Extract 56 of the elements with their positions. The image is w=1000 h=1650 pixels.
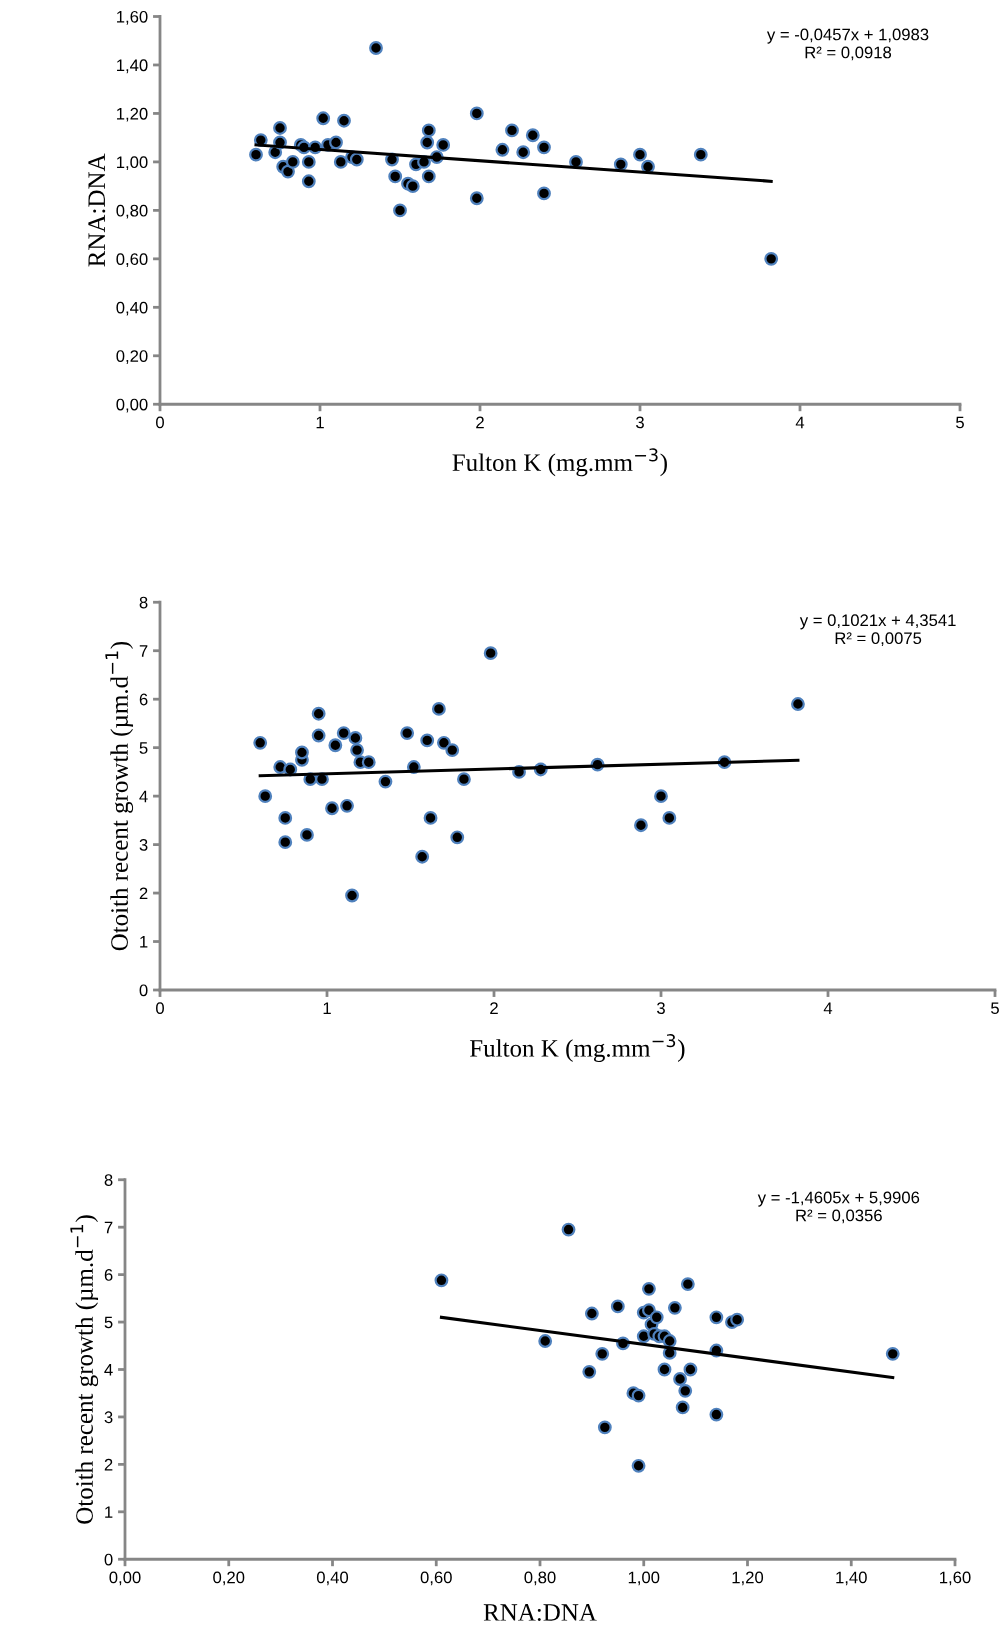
- x-tick-label: 2: [476, 416, 484, 429]
- y-tick-label: 6: [104, 1269, 113, 1281]
- x-axis-title: RNA:DNA: [483, 1604, 597, 1621]
- y-tick-label: 5: [139, 742, 148, 754]
- x-tick-label: 0,20: [213, 1571, 245, 1586]
- y-tick-label: 7: [139, 645, 148, 657]
- x-tick-label: 1,40: [836, 1571, 867, 1586]
- x-tick-label: 0,40: [316, 1571, 349, 1586]
- y-tick-label: 0,80: [116, 204, 148, 219]
- x-tick-label: 1,20: [732, 1571, 764, 1586]
- y-tick-label: 1: [105, 1506, 113, 1518]
- y-tick-label: 1: [140, 936, 148, 948]
- x-tick-label: 0,80: [524, 1571, 556, 1586]
- x-tick-label: 0: [156, 1002, 164, 1015]
- y-tick-label: 0,60: [116, 253, 148, 268]
- x-tick-label: 1,60: [940, 1571, 971, 1586]
- y-tick-label: 1,20: [117, 107, 148, 122]
- x-tick-label: 5: [991, 1002, 999, 1015]
- x-tick-label: 4: [823, 1002, 833, 1014]
- y-tick-label: 1,60: [117, 10, 148, 25]
- y-tick-label: 8: [139, 596, 148, 609]
- y-axis-title: Otoith recent growth (µm.d$^{−1}$): [70, 1215, 99, 1524]
- y-tick-label: 0: [104, 1553, 113, 1566]
- y-tick-label: 6: [139, 693, 148, 706]
- y-tick-label: 4: [139, 790, 148, 803]
- y-tick-label: 0,40: [116, 301, 148, 316]
- x-tick-label: 2: [490, 1002, 498, 1014]
- x-tick-label: 3: [657, 1002, 665, 1015]
- y-tick-label: 0: [139, 984, 148, 997]
- y-tick-label: 2: [139, 887, 148, 900]
- x-tick-label: 1: [316, 416, 324, 429]
- y-tick-label: 1,40: [117, 59, 148, 74]
- y-tick-label: 5: [104, 1316, 113, 1329]
- y-tick-label: 4: [104, 1364, 113, 1376]
- y-tick-label: 7: [104, 1221, 113, 1234]
- x-tick-label: 4: [795, 416, 805, 429]
- annotation: y = -0,0457x + 1,0983 R² = 0,0918: [766, 28, 929, 61]
- y-tick-label: 8: [104, 1174, 113, 1186]
- y-tick-label: 3: [139, 838, 148, 851]
- y-axis-title: RNA:DNA: [88, 153, 106, 267]
- y-axis-title: Otoith recent growth (µm.d$^{−1}$): [105, 641, 134, 951]
- x-tick-label: 5: [956, 416, 964, 429]
- y-tick-label: 3: [104, 1411, 113, 1424]
- y-tick-label: 0,20: [116, 350, 148, 364]
- y-tick-label: 2: [104, 1458, 113, 1471]
- x-axis-title: Fulton K (mg.mm$^{−3}$): [452, 448, 667, 477]
- x-tick-label: 3: [636, 416, 644, 429]
- y-tick-label: 1,00: [117, 156, 148, 171]
- x-axis-title: Fulton K (mg.mm$^{−3}$): [469, 1034, 685, 1062]
- annotation: y = 0,1021x + 4,3541 R² = 0,0075: [799, 614, 956, 647]
- x-tick-label: 1: [323, 1002, 331, 1014]
- annotation: y = -1,4605x + 5,9906 R² = 0,0356: [757, 1191, 920, 1224]
- x-tick-label: 0,60: [420, 1571, 452, 1586]
- x-tick-label: 0: [156, 416, 164, 429]
- x-tick-label: 1,00: [628, 1571, 660, 1586]
- y-tick-label: 0,00: [116, 398, 148, 413]
